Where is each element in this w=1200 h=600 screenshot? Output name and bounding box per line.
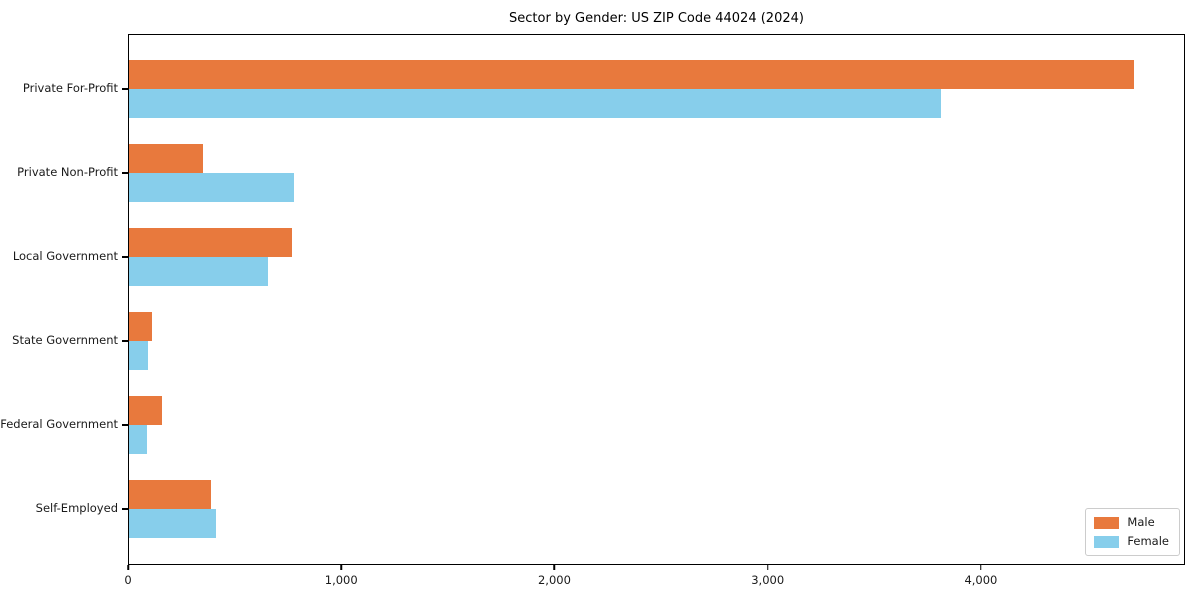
bar-female: [129, 257, 268, 286]
legend-label-female: Female: [1127, 534, 1169, 548]
x-tick: [340, 565, 342, 570]
bar-male: [129, 396, 163, 425]
bar-group: [129, 396, 1184, 454]
y-tick-label: Local Government: [12, 249, 118, 263]
bar-female: [129, 509, 217, 538]
chart-title: Sector by Gender: US ZIP Code 44024 (202…: [509, 11, 804, 26]
x-tick-label: 2,000: [537, 573, 571, 587]
x-tick-label: 0: [124, 573, 132, 587]
x-tick: [127, 565, 129, 570]
bar-group: [129, 60, 1184, 118]
bar-male: [129, 60, 1134, 89]
y-tick-label: Self-Employed: [35, 501, 118, 515]
bar-male: [129, 228, 292, 257]
y-axis-labels: Private For-Profit Private Non-Profit Loca…: [0, 34, 118, 565]
bar-female: [129, 89, 942, 118]
bar-female: [129, 173, 294, 202]
bar-male: [129, 312, 152, 341]
bar-group: [129, 144, 1184, 202]
male-swatch-icon: [1094, 516, 1120, 529]
y-tick: [121, 88, 128, 90]
y-tick: [121, 424, 128, 426]
x-tick: [766, 565, 769, 570]
y-tick: [121, 340, 128, 342]
legend-item-female: Female: [1094, 535, 1169, 548]
bar-female: [129, 425, 148, 454]
x-tick-label: 4,000: [964, 573, 998, 587]
bar-group: [129, 480, 1184, 538]
legend: Male Female: [1085, 508, 1180, 556]
bar-group: [129, 228, 1184, 286]
y-tick: [121, 172, 128, 174]
y-tick: [121, 256, 128, 258]
bar-male: [129, 144, 203, 173]
female-swatch-icon: [1094, 535, 1120, 548]
legend-label-male: Male: [1127, 515, 1155, 529]
x-tick: [553, 565, 556, 570]
bar-male: [129, 480, 212, 509]
x-tick-label: 1,000: [324, 573, 358, 587]
bar-group: [129, 312, 1184, 370]
x-tick-label: 3,000: [751, 573, 785, 587]
y-tick-label: Federal Government: [0, 417, 118, 431]
y-tick-label: Private For-Profit: [22, 81, 118, 95]
bar-female: [129, 341, 149, 370]
x-tick: [980, 565, 982, 570]
y-tick-label: Private Non-Profit: [17, 165, 118, 179]
y-tick: [121, 508, 128, 510]
y-tick-label: State Government: [12, 333, 118, 347]
plot-area: [121, 34, 1185, 565]
legend-item-male: Male: [1094, 516, 1169, 529]
x-axis: 0 1,000 2,000 3,000 4,000: [124, 565, 1185, 595]
